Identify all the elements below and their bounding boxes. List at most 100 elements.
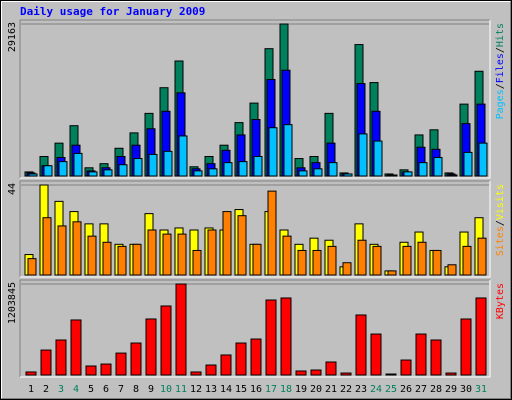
bar: [325, 361, 337, 376]
x-tick-label: 29: [445, 384, 457, 395]
x-tick-label: 2: [43, 384, 49, 395]
bar: [175, 283, 187, 376]
panel-bevel: [19, 279, 490, 377]
bar: [448, 174, 458, 177]
bar: [55, 339, 67, 376]
x-tick-label: 22: [340, 384, 352, 395]
bar: [27, 258, 37, 276]
bar: [238, 161, 248, 177]
bar: [265, 299, 277, 376]
bar: [343, 173, 353, 177]
bar: [372, 245, 382, 276]
x-tick-label: 17: [265, 384, 277, 395]
x-tick-label: 31: [475, 384, 487, 395]
legend-entry: Sites: [495, 226, 506, 256]
x-tick-label: 12: [190, 384, 202, 395]
bar: [463, 151, 473, 177]
bar: [208, 168, 218, 177]
panel-bevel: [20, 20, 491, 179]
bar: [298, 170, 308, 177]
bar: [268, 127, 278, 177]
bar: [117, 245, 127, 276]
bar: [148, 153, 158, 177]
bar: [400, 359, 412, 376]
x-tick-label: 28: [430, 384, 442, 395]
x-tick-label: 20: [310, 384, 322, 395]
bar: [103, 169, 113, 177]
x-tick-label: 18: [280, 384, 292, 395]
x-tick-label: 15: [235, 384, 247, 395]
bar: [328, 162, 338, 177]
x-tick-label: 13: [205, 384, 217, 395]
bar: [250, 338, 262, 376]
x-tick-label: 14: [220, 384, 232, 395]
bar: [223, 162, 233, 177]
bar: [417, 241, 427, 276]
bar: [402, 245, 412, 276]
legend: KBytes: [495, 283, 506, 319]
bar: [297, 249, 307, 276]
bar: [207, 229, 217, 276]
bar: [415, 333, 427, 376]
x-tick-label: 23: [355, 384, 367, 395]
x-tick-label: 26: [400, 384, 412, 395]
bar: [163, 150, 173, 177]
bar: [433, 157, 443, 177]
x-tick-label: 1: [28, 384, 34, 395]
legend: Sites/Visits: [495, 184, 506, 256]
bar: [460, 318, 472, 376]
bar: [220, 354, 232, 376]
panel-bevel: [20, 280, 491, 378]
bar: [177, 233, 187, 276]
bar: [178, 135, 188, 177]
bar: [342, 262, 352, 276]
legend-separator: /: [495, 220, 506, 226]
bar: [430, 339, 442, 376]
bar: [447, 264, 457, 276]
bar: [190, 371, 202, 376]
bar: [222, 211, 232, 276]
bar: [478, 142, 488, 177]
x-tick-label: 30: [460, 384, 472, 395]
bar: [387, 270, 397, 276]
legend-entry: Visits: [495, 184, 506, 220]
bar: [373, 140, 383, 177]
x-tick-label: 6: [103, 384, 109, 395]
legend-entry: Pages: [495, 89, 506, 119]
bar: [130, 342, 142, 376]
x-tick-label: 16: [250, 384, 262, 395]
bar: [102, 241, 112, 276]
panel-bevel: [19, 19, 490, 178]
bar: [403, 171, 413, 177]
bar: [73, 152, 83, 177]
bar: [40, 349, 52, 376]
y-tick-label: 44: [7, 183, 18, 195]
x-tick-label: 4: [73, 384, 79, 395]
x-tick-label: 21: [325, 384, 337, 395]
y-tick-label: 29163: [7, 22, 18, 52]
panel-bevel: [19, 180, 490, 277]
bar: [132, 243, 142, 276]
bar: [280, 297, 292, 376]
bar: [370, 333, 382, 376]
x-tick-label: 3: [58, 384, 64, 395]
bar: [205, 364, 217, 376]
bar: [145, 318, 157, 376]
bar: [462, 245, 472, 276]
bar: [235, 342, 247, 376]
bar: [327, 245, 337, 276]
x-tick-label: 7: [118, 384, 124, 395]
x-tick-label: 19: [295, 384, 307, 395]
bar: [25, 371, 37, 376]
x-tick-label: 8: [133, 384, 139, 395]
bar: [385, 373, 397, 376]
bar: [72, 221, 82, 276]
bar: [357, 239, 367, 276]
bar: [192, 249, 202, 276]
x-tick-label: 5: [88, 384, 94, 395]
x-tick-label: 11: [175, 384, 187, 395]
bar: [57, 225, 67, 276]
bar: [252, 243, 262, 276]
